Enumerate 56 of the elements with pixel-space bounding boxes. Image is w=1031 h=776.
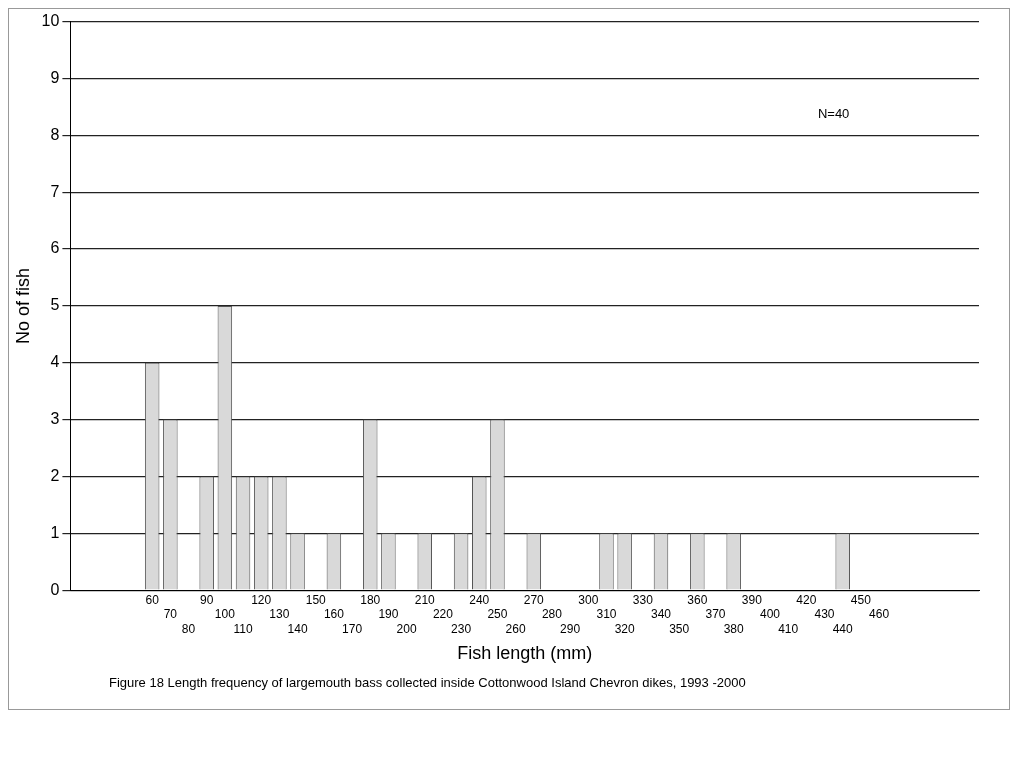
x-tick-label: 110	[233, 621, 253, 636]
x-tick-label: 330	[632, 592, 654, 607]
x-tick-label: 220	[432, 607, 454, 622]
x-axis-title: Fish length (mm)	[457, 643, 593, 664]
y-tick-label: 2	[50, 466, 60, 484]
y-tick-label: 1	[50, 523, 60, 541]
y-tick-label: 9	[50, 68, 60, 86]
x-tick-label: 370	[705, 607, 726, 622]
x-tick-label: 430	[814, 607, 835, 622]
caption: Figure 18 Length frequency of largemouth bass collected inside Cottonwood Island Chevron dikes, 1993 -2000	[109, 674, 747, 692]
x-tick-label: 170	[342, 621, 363, 636]
x-tick-label: 460	[869, 607, 890, 622]
x-tick-label: 360	[687, 592, 708, 607]
y-tick-label: 10	[41, 12, 60, 30]
x-tick-label: 150	[305, 592, 327, 607]
x-tick-label: 310	[596, 607, 617, 622]
x-tick-label: 450	[850, 592, 872, 607]
x-tick-label: 350	[669, 621, 690, 636]
x-tick-label: 440	[832, 621, 854, 636]
x-tick-label: 80	[181, 621, 196, 636]
y-tick-label: 7	[50, 182, 60, 200]
x-tick-label: 280	[541, 607, 563, 622]
y-tick-label: 5	[50, 296, 60, 314]
x-tick-label: 320	[614, 621, 635, 636]
x-tick-label: 400	[760, 607, 781, 622]
y-axis-title: No of fish	[12, 267, 33, 344]
x-tick-label: 160	[323, 607, 345, 622]
x-tick-label: 300	[578, 592, 599, 607]
x-tick-label: 130	[269, 607, 290, 622]
x-tick-label: 290	[560, 621, 581, 636]
x-tick-label: 210	[414, 592, 436, 607]
x-tick-label: 100	[214, 607, 236, 622]
x-tick-label: 70	[163, 607, 178, 622]
x-tick-label: 140	[287, 621, 308, 636]
y-tick-label: 8	[50, 125, 60, 143]
x-tick-label: 260	[505, 621, 526, 636]
x-tick-label: 240	[469, 592, 490, 607]
x-tick-label: 420	[796, 592, 817, 607]
x-tick-label: 90	[200, 592, 214, 607]
x-tick-label: 180	[360, 592, 381, 607]
x-tick-label: 410	[778, 621, 799, 636]
x-tick-label: 380	[723, 621, 745, 636]
x-tick-label: 120	[251, 592, 272, 607]
x-tick-label: 230	[451, 621, 472, 636]
x-tick-label: 250	[487, 607, 508, 622]
annotation: N=40	[817, 106, 850, 122]
y-tick-label: 0	[50, 580, 60, 598]
x-tick-label: 390	[741, 592, 763, 607]
y-tick-label: 3	[50, 410, 60, 428]
y-tick-label: 6	[50, 239, 60, 257]
x-tick-label: 270	[523, 592, 545, 607]
y-tick-label: 4	[50, 353, 60, 371]
x-tick-label: 190	[378, 607, 399, 622]
x-tick-label: 340	[650, 607, 672, 622]
x-tick-label: 200	[396, 621, 417, 636]
x-tick-label: 60	[145, 592, 160, 607]
